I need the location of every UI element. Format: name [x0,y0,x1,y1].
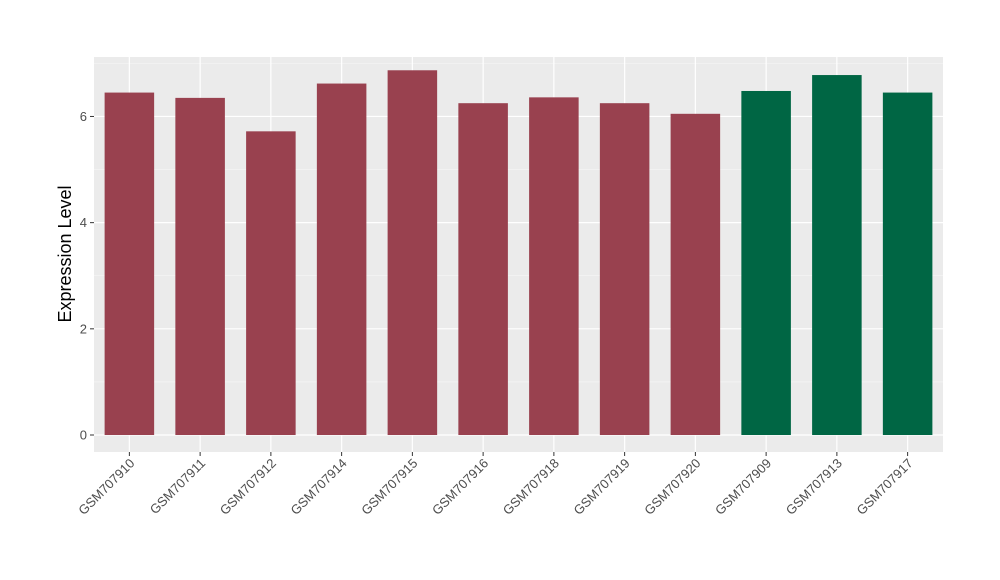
bar-gsm707919 [599,103,650,436]
x-tick-label: GSM707919 [571,456,633,518]
x-tick-label: GSM707914 [288,456,350,518]
x-tick-label: GSM707913 [783,456,845,518]
bar-gsm707911 [175,97,225,436]
x-axis: GSM707910 GSM707911 GSM707912 GSM707914 GSM7… [75,452,916,518]
bar-gsm707910 [104,92,155,436]
bars [104,70,933,436]
bar-gsm707915 [387,70,438,436]
minor-gridlines [94,63,943,383]
y-tick-label: 0 [80,428,87,443]
bar-gsm707912 [246,131,296,436]
x-tick-label: GSM707917 [854,456,916,518]
x-tick-label: GSM707916 [429,456,491,518]
plot-panel [94,57,943,452]
x-tick-label: GSM707918 [500,456,562,518]
x-tick-label: GSM707920 [641,456,703,518]
y-tick-label: 4 [80,215,87,230]
y-axis: 0 2 4 6 [80,109,94,443]
bar-gsm707920 [670,113,721,436]
x-tick-label: GSM707909 [712,456,774,518]
bar-gsm707913 [812,75,862,436]
y-axis-title: Expression Level [55,185,75,322]
x-tick-label: GSM707912 [217,456,279,518]
x-tick-label: GSM707910 [75,456,137,518]
y-tick-label: 2 [80,321,87,336]
x-tick-label: GSM707915 [358,456,420,518]
bar-gsm707909 [741,90,791,436]
y-tick-label: 6 [80,109,87,124]
bar-gsm707914 [316,83,367,436]
x-tick-label: GSM707911 [147,456,209,518]
bar-gsm707918 [529,97,579,436]
bar-gsm707917 [882,92,933,436]
bar-gsm707916 [458,103,508,436]
